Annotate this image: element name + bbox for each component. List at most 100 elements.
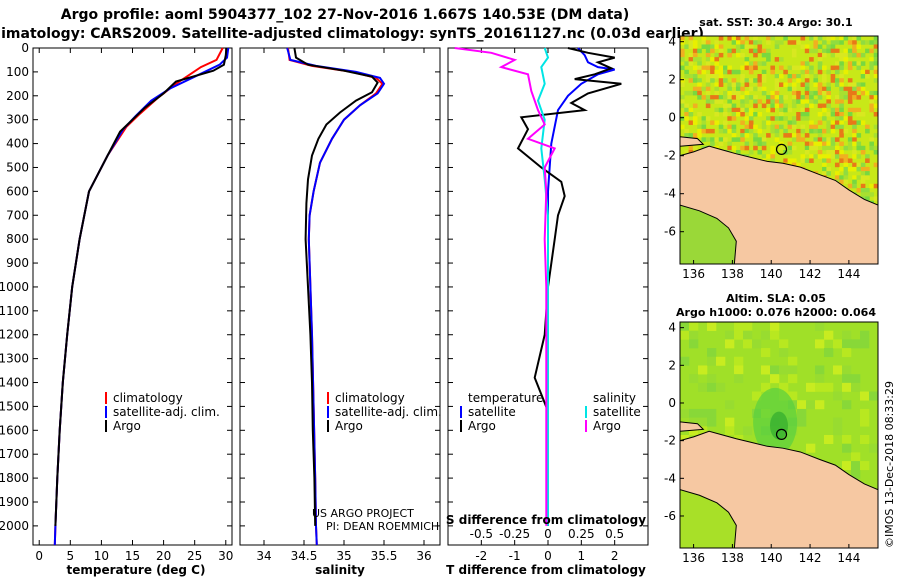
ocean-cell [852, 90, 857, 96]
ocean-cell [791, 86, 797, 92]
ocean-cell [743, 426, 753, 436]
ocean-cell [856, 162, 862, 168]
ocean-cell [804, 99, 810, 104]
ocean-cell [817, 95, 823, 100]
ocean-cell [744, 145, 750, 151]
ocean-cell [842, 374, 852, 384]
ocean-cell [847, 82, 853, 87]
ocean-cell [680, 48, 685, 54]
ocean-cell [705, 95, 711, 100]
ocean-cell [839, 141, 844, 147]
ocean-cell [830, 150, 836, 155]
ocean-cell [783, 36, 788, 41]
ocean-cell [779, 65, 784, 71]
s-diff-tick-label: -0.5 [470, 527, 493, 541]
y-tick-label: 800 [6, 232, 29, 246]
ocean-cell [833, 426, 843, 436]
ocean-cell [680, 356, 690, 366]
ocean-cell [727, 124, 732, 130]
ocean-cell [834, 112, 840, 117]
ocean-cell [757, 48, 763, 54]
ocean-cell [725, 400, 735, 410]
ocean-cell [761, 86, 767, 92]
ocean-cell [701, 128, 707, 134]
ocean-cell [842, 339, 852, 349]
ocean-cell [839, 65, 844, 71]
ocean-cell [813, 145, 819, 151]
ocean-cell [779, 82, 784, 87]
ocean-cell [692, 120, 698, 125]
ocean-cell [731, 137, 737, 142]
ocean-cell [727, 86, 732, 92]
lat-tick-label: -6 [664, 225, 676, 239]
ocean-cell [757, 128, 763, 134]
ocean-cell [688, 145, 694, 151]
ocean-cell [740, 107, 745, 113]
ocean-cell [787, 65, 793, 71]
ocean-cell [813, 128, 819, 134]
ocean-cell [851, 461, 861, 471]
x-tick-label: 34 [256, 549, 271, 563]
ocean-cell [856, 133, 862, 138]
ocean-cell [791, 145, 797, 151]
ocean-cell [770, 99, 775, 104]
ocean-cell [766, 48, 771, 54]
legend-s-argo-label: Argo [593, 419, 621, 433]
ocean-cell [688, 40, 694, 45]
ocean-cell [740, 103, 745, 109]
ocean-cell [822, 107, 827, 113]
ocean-cell [834, 107, 840, 113]
ocean-cell [735, 112, 741, 117]
ocean-cell [830, 40, 836, 45]
ocean-cell [692, 65, 698, 71]
ocean-cell [770, 374, 780, 384]
ocean-cell [817, 103, 823, 109]
ocean-cell [834, 145, 840, 151]
ocean-cell [873, 124, 878, 130]
ocean-cell [753, 112, 758, 117]
ocean-cell [705, 52, 711, 58]
ocean-cell [688, 120, 694, 125]
ocean-cell [697, 112, 702, 117]
ocean-cell [723, 95, 728, 100]
ocean-cell [813, 36, 819, 41]
ocean-cell [697, 133, 702, 138]
ocean-cell [788, 374, 798, 384]
ocean-cell [847, 90, 853, 96]
ocean-cell [731, 36, 737, 41]
ocean-cell [684, 107, 689, 113]
ocean-cell [740, 145, 745, 151]
ocean-cell [725, 330, 735, 340]
ocean-cell [852, 154, 857, 159]
ocean-cell [873, 112, 878, 117]
ocean-cell [809, 36, 814, 41]
ocean-cell [839, 61, 844, 66]
ocean-cell [779, 382, 789, 392]
ocean-cell [744, 44, 750, 49]
ocean-cell [852, 48, 857, 54]
ocean-cell [753, 86, 758, 92]
ocean-cell [860, 145, 866, 151]
ocean-cell [783, 107, 788, 113]
ocean-cell [680, 408, 690, 418]
sst-map-title: sat. SST: 30.4 Argo: 30.1 [699, 16, 852, 29]
southern-bay [680, 204, 737, 264]
ocean-cell [804, 141, 810, 147]
salinity-axis-label: salinity [315, 563, 365, 577]
ocean-cell [804, 90, 810, 96]
ocean-cell [865, 40, 870, 45]
ocean-cell [817, 141, 823, 147]
x-tick-label: 36 [416, 549, 431, 563]
ocean-cell [860, 192, 866, 197]
ocean-cell [834, 137, 840, 142]
x-tick-label: -1 [509, 549, 521, 563]
ocean-cell [796, 133, 801, 138]
ocean-cell [860, 391, 870, 401]
ocean-cell [748, 48, 754, 54]
ocean-cell [698, 365, 708, 375]
ocean-cell [804, 78, 810, 83]
ocean-cell [826, 137, 831, 142]
ocean-cell [796, 162, 801, 168]
lon-tick-label: 138 [721, 551, 744, 565]
ocean-cell [822, 141, 827, 147]
